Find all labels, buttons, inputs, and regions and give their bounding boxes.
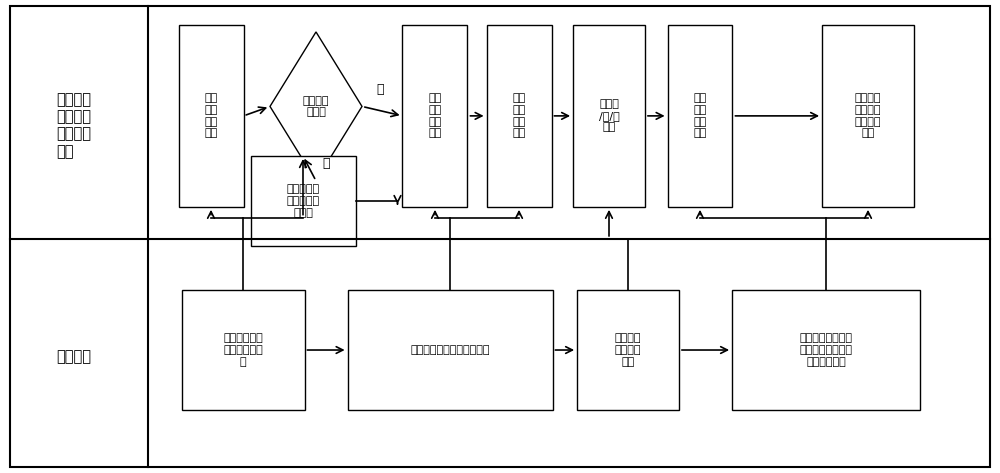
Polygon shape bbox=[270, 32, 362, 181]
FancyBboxPatch shape bbox=[573, 25, 645, 207]
FancyBboxPatch shape bbox=[822, 25, 914, 207]
Text: 数据包络
分析结果
风险闭环
管理: 数据包络 分析结果 风险闭环 管理 bbox=[855, 94, 881, 138]
Text: 产品成功数据包络
分析结果潜在风险
闭环管理方法: 产品成功数据包络 分析结果潜在风险 闭环管理方法 bbox=[800, 333, 852, 367]
Text: 关键
性能
数据
处理: 关键 性能 数据 处理 bbox=[693, 94, 707, 138]
FancyBboxPatch shape bbox=[402, 25, 467, 207]
Text: 包络分析
风险分析
方法: 包络分析 风险分析 方法 bbox=[615, 333, 641, 367]
FancyBboxPatch shape bbox=[732, 289, 920, 410]
Text: 采集
关键
特性
数据: 采集 关键 特性 数据 bbox=[428, 94, 442, 138]
FancyBboxPatch shape bbox=[348, 289, 552, 410]
Text: 确定关键工艺
参数和材料数
据: 确定关键工艺 参数和材料数 据 bbox=[223, 333, 263, 367]
Text: 确定关键工
艺参数和材
料数据: 确定关键工 艺参数和材 料数据 bbox=[286, 184, 320, 218]
FancyBboxPatch shape bbox=[668, 25, 732, 207]
FancyBboxPatch shape bbox=[577, 289, 679, 410]
Text: 国产成功
包络分析
工作基本
流程: 国产成功 包络分析 工作基本 流程 bbox=[56, 92, 92, 159]
Text: 确定
产品
关键
性能: 确定 产品 关键 性能 bbox=[204, 94, 218, 138]
Text: 特性直接
涵盖？: 特性直接 涵盖？ bbox=[303, 96, 329, 117]
Text: 产品成功数据包线构建方法: 产品成功数据包线构建方法 bbox=[410, 345, 490, 355]
FancyBboxPatch shape bbox=[250, 156, 356, 246]
Text: 是: 是 bbox=[376, 83, 384, 96]
Text: 包络线
/面/域
构建: 包络线 /面/域 构建 bbox=[599, 99, 619, 132]
FancyBboxPatch shape bbox=[10, 6, 990, 467]
Text: 否: 否 bbox=[322, 157, 330, 170]
FancyBboxPatch shape bbox=[178, 25, 244, 207]
Text: 关键
性能
数据
处理: 关键 性能 数据 处理 bbox=[512, 94, 526, 138]
FancyBboxPatch shape bbox=[487, 25, 552, 207]
FancyBboxPatch shape bbox=[182, 289, 304, 410]
Text: 方法支持: 方法支持 bbox=[56, 350, 92, 365]
